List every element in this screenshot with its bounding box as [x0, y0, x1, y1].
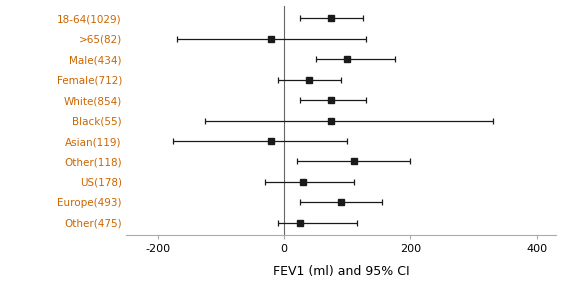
X-axis label: FEV1 (ml) and 95% CI: FEV1 (ml) and 95% CI [273, 265, 409, 278]
